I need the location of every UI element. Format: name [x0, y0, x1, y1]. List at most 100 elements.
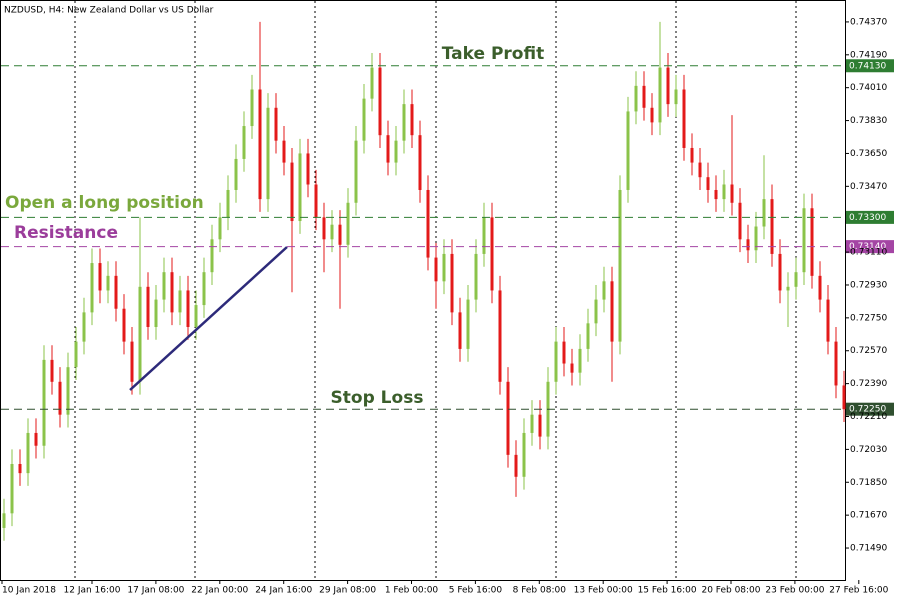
- y-tick-label: 0.71670: [850, 511, 887, 521]
- candle-body: [730, 184, 734, 203]
- candle-body: [394, 140, 398, 163]
- candle-body: [170, 272, 174, 313]
- y-tick-label: 0.74010: [850, 83, 887, 93]
- candle-body: [74, 341, 78, 368]
- candle-body: [626, 111, 630, 190]
- candle-body: [50, 359, 54, 382]
- candle-body: [418, 135, 422, 190]
- level-annotation: Open a long position: [5, 193, 204, 213]
- level-price-box: [846, 240, 894, 254]
- candle-body: [506, 381, 510, 455]
- candle-body: [578, 348, 582, 373]
- candle-body: [762, 199, 766, 227]
- candle-body: [410, 104, 414, 136]
- candle-body: [746, 239, 750, 251]
- candle-body: [490, 217, 494, 291]
- candle-body: [186, 290, 190, 327]
- axes: 0.74370 0.74190 0.74010 0.73830 0.73650 0.734…: [1, 17, 889, 596]
- x-tick-label: 23 Feb 00:00: [765, 586, 824, 596]
- x-tick-label: 5 Feb 16:00: [449, 586, 503, 596]
- x-tick-label: 1 Feb 00:00: [385, 586, 439, 596]
- x-tick-label: 10 Jan 2018: [2, 586, 56, 596]
- candle-body: [602, 281, 606, 300]
- candle-body: [202, 272, 206, 306]
- x-tick-label: 22 Jan 00:00: [191, 586, 248, 596]
- x-tick-label: 20 Feb 08:00: [701, 586, 760, 596]
- candle-body: [346, 202, 350, 245]
- candle-body: [498, 290, 502, 382]
- candle-body: [402, 104, 406, 141]
- x-tick-label: 12 Jan 16:00: [64, 586, 121, 596]
- candle-body: [474, 253, 478, 300]
- candle-body: [538, 414, 542, 437]
- y-tick-label: 0.72750: [850, 313, 887, 323]
- level-annotation: Take Profit: [442, 44, 544, 64]
- candle-body: [282, 140, 286, 163]
- candle-body: [194, 305, 198, 327]
- candle-body: [722, 184, 726, 200]
- candle-body: [570, 363, 574, 373]
- y-tick-label: 0.72570: [850, 346, 887, 356]
- x-tick-label: 27 Feb 16:00: [829, 586, 888, 596]
- candle-body: [794, 272, 798, 287]
- level-price-box: [846, 59, 894, 73]
- y-tick-label: 0.73110: [850, 248, 887, 258]
- candle-body: [290, 162, 294, 222]
- x-tick-label: 29 Jan 08:00: [319, 586, 376, 596]
- candle-body: [810, 208, 814, 276]
- candle-body: [674, 89, 678, 105]
- candle-body: [66, 367, 70, 415]
- level-price-label: 0.73300: [849, 213, 886, 223]
- candle-body: [98, 263, 102, 291]
- y-tick-label: 0.74190: [850, 50, 887, 60]
- candles: [2, 21, 846, 541]
- y-tick-label: 0.72210: [850, 412, 887, 422]
- candle-body: [138, 286, 142, 382]
- x-tick-label: 17 Jan 08:00: [127, 586, 184, 596]
- y-tick-label: 0.71490: [850, 544, 887, 554]
- candle-body: [442, 253, 446, 282]
- candle-body: [690, 147, 694, 163]
- candle-body: [386, 135, 390, 163]
- candle-body: [562, 341, 566, 364]
- candle-body: [642, 85, 646, 108]
- candle-body: [714, 189, 718, 200]
- y-tick-label: 0.72930: [850, 280, 887, 290]
- candle-body: [370, 67, 374, 99]
- candle-body: [298, 153, 302, 222]
- candle-body: [530, 414, 534, 433]
- candle-body: [594, 299, 598, 324]
- candle-body: [786, 286, 790, 291]
- candle-body: [2, 513, 6, 528]
- candle-body: [754, 226, 758, 251]
- candle-body: [306, 153, 310, 185]
- candle-body: [314, 184, 318, 218]
- x-tick-label: 8 Feb 08:00: [513, 586, 567, 596]
- y-tick-label: 0.72030: [850, 445, 887, 455]
- candle-body: [378, 67, 382, 136]
- candle-body: [354, 140, 358, 203]
- candle-body: [514, 454, 518, 477]
- candle-body: [842, 385, 846, 410]
- candle-body: [610, 281, 614, 342]
- candle-body: [666, 67, 670, 105]
- level-price-label: 0.74130: [849, 61, 886, 71]
- candle-body: [482, 217, 486, 254]
- y-tick-label: 0.73470: [850, 182, 887, 192]
- candle-body: [154, 299, 158, 327]
- candle-body: [698, 162, 702, 178]
- levels: 0.74130 Take Profit 0.73300 Open a long pos…: [1, 44, 894, 416]
- y-tick-label: 0.72390: [850, 379, 887, 389]
- level-annotation: Resistance: [14, 223, 118, 243]
- candle-body: [106, 275, 110, 291]
- x-tick-label: 13 Feb 00:00: [574, 586, 633, 596]
- level-price-box: [846, 402, 894, 416]
- y-tick-label: 0.73830: [850, 116, 887, 126]
- trend-line: [129, 246, 288, 391]
- candle-body: [242, 126, 246, 159]
- candle-body: [450, 253, 454, 313]
- candle-body: [122, 308, 126, 342]
- plot-frame: [0, 0, 846, 581]
- x-tick-label: 15 Feb 16:00: [638, 586, 697, 596]
